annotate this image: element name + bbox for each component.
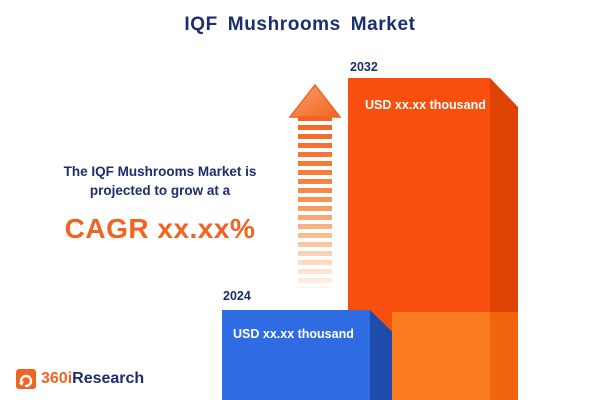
logo-text: 360iResearch: [41, 369, 144, 389]
brand-logo: 360iResearch: [16, 369, 144, 389]
arrow-head-icon: [289, 84, 341, 118]
tagline-line2: projected to grow at a: [89, 182, 231, 198]
bar-2032-year-label: 2032: [350, 60, 378, 74]
bar-2032-bottom-shade: [392, 312, 518, 400]
logo-text-prefix: 360i: [41, 370, 73, 387]
logo-mark-icon: [16, 369, 36, 389]
bar-2024-side-face: [370, 310, 392, 400]
bar-2032-value-label: USD xx.xx thousand: [365, 98, 486, 112]
arrow-shaft-dashes: [298, 116, 332, 288]
bar-2024-year-label: 2024: [223, 289, 251, 303]
growth-arrow-icon: [289, 84, 341, 288]
logo-text-suffix: Research: [72, 370, 145, 387]
cagr-value: CAGR xx.xx%: [64, 212, 256, 244]
page-title: IQF Mushrooms Market: [184, 14, 416, 35]
bar-2024: USD xx.xx thousand: [222, 310, 370, 400]
tagline: The IQF Mushrooms Market is projected to…: [28, 163, 292, 248]
bar-2024-value-label: USD xx.xx thousand: [233, 327, 354, 341]
tagline-line1: The IQF Mushrooms Market is: [63, 164, 257, 179]
